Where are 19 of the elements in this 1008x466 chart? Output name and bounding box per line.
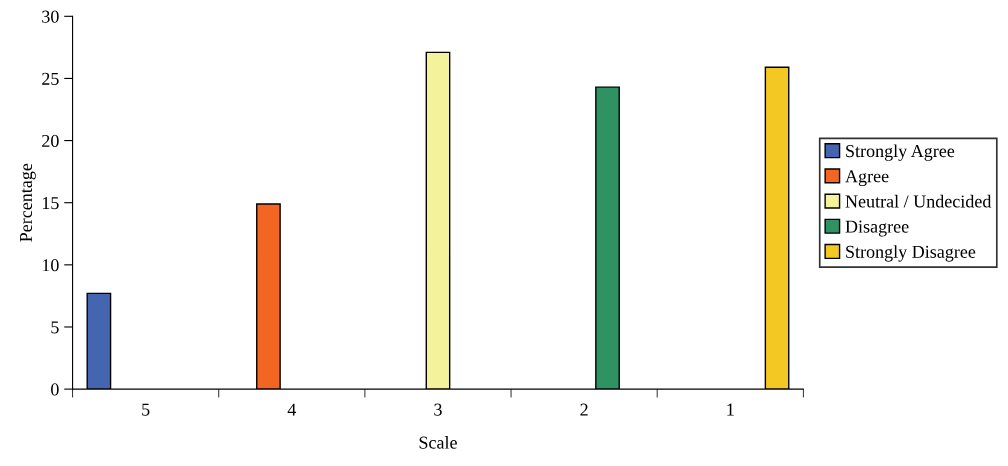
x-tick-label: 5 xyxy=(142,403,150,416)
x-axis-title: Scale xyxy=(419,436,457,449)
y-tick-label: 5 xyxy=(51,321,59,334)
legend-label: Strongly Disagree xyxy=(846,245,976,262)
y-tick-label: 10 xyxy=(42,259,59,272)
y-tick-label: 30 xyxy=(42,10,59,23)
x-tick-label: 2 xyxy=(580,403,588,416)
y-tick-label: 15 xyxy=(42,197,59,210)
y-tick-label: 25 xyxy=(42,72,59,85)
x-tick-label: 1 xyxy=(727,403,734,416)
y-axis-title: Percentage xyxy=(20,163,36,242)
x-tick-label: 4 xyxy=(287,403,297,416)
x-tick-label: 3 xyxy=(434,403,442,416)
legend-label: Strongly Agree xyxy=(846,144,955,161)
legend-label: Disagree xyxy=(845,220,909,237)
y-tick-label: 0 xyxy=(51,383,59,396)
legend-label: Neutral / Undecided xyxy=(845,194,992,208)
y-tick-label: 20 xyxy=(42,134,59,148)
legend-label: Agree xyxy=(845,170,889,187)
